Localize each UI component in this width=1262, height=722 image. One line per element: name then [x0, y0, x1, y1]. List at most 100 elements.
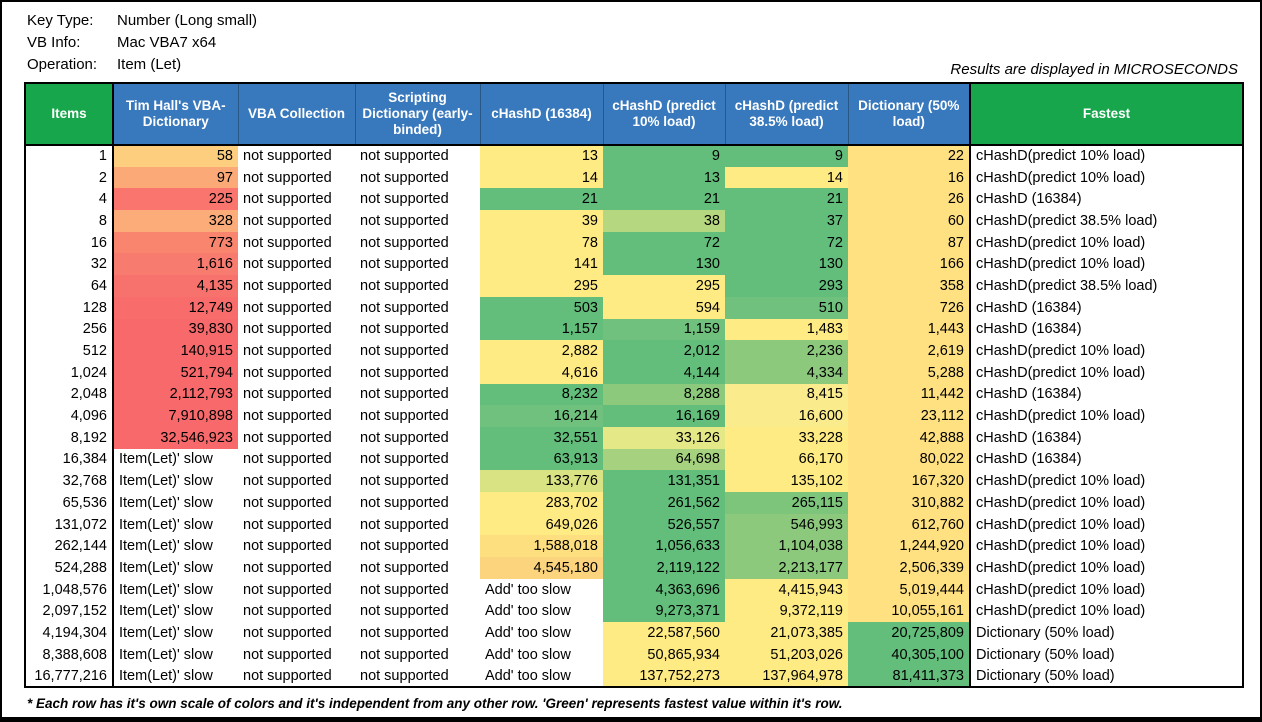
table-row: 128 12,749 not supported not supported 503 59…	[25, 296, 1243, 319]
table-row: 256 39,830 not supported not supported 1,157…	[25, 318, 1243, 341]
cell-fastest: cHashD(predict 10% load)	[969, 492, 1243, 514]
cell-tim-halls-vba-dictionary: Item(Let)' slow	[119, 473, 213, 490]
cell-chashd-16384: 1,157	[480, 318, 603, 341]
units-note: Results are displayed in MICROSECONDS	[950, 61, 1238, 78]
cell-chashd-predict-10-load: 137,752,273	[603, 665, 725, 688]
cell-items: 64	[25, 275, 114, 297]
cell-items: 4	[25, 188, 114, 211]
cell-vba-collection: not supported	[243, 624, 332, 641]
cell-tim-halls-vba-dictionary: 12,749	[113, 296, 238, 319]
cell-dictionary-50-load: 358	[848, 275, 970, 297]
cell-chashd-predict-10-load: 130	[603, 253, 725, 276]
cell-fastest: cHashD(predict 10% load)	[969, 557, 1243, 579]
cell-chashd-16384: Add' too slow	[485, 603, 571, 620]
cell-vba-collection: not supported	[243, 343, 332, 360]
cell-dictionary-50-load: 87	[848, 231, 970, 254]
cell-items: 4,194,304	[25, 622, 114, 644]
cell-tim-halls-vba-dictionary: Item(Let)' slow	[119, 603, 213, 620]
cell-fastest: cHashD(predict 10% load)	[969, 340, 1243, 362]
cell-chashd-16384: 13	[480, 145, 603, 167]
col-header-dictionary-50-load: Dictionary (50% load)	[847, 83, 970, 146]
cell-tim-halls-vba-dictionary: Item(Let)' slow	[119, 646, 213, 663]
cell-chashd-16384: Add' too slow	[485, 646, 571, 663]
cell-items: 2	[25, 166, 114, 189]
cell-fastest: cHashD (16384)	[969, 383, 1243, 406]
cell-vba-collection: not supported	[243, 646, 332, 663]
cell-tim-halls-vba-dictionary: Item(Let)' slow	[119, 559, 213, 576]
cell-scripting-dictionary-early-binded: not supported	[360, 451, 449, 468]
cell-tim-halls-vba-dictionary: Item(Let)' slow	[119, 451, 213, 468]
cell-chashd-16384: 4,545,180	[480, 557, 603, 579]
cell-dictionary-50-load: 16	[848, 166, 970, 189]
col-header-tim-halls-vba-dictionary: Tim Hall's VBA-Dictionary	[112, 83, 238, 146]
cell-chashd-16384: 503	[480, 296, 603, 319]
cell-chashd-16384: Add' too slow	[485, 581, 571, 598]
cell-dictionary-50-load: 167,320	[848, 470, 970, 492]
cell-chashd-16384: 295	[480, 275, 603, 297]
cell-scripting-dictionary-early-binded: not supported	[360, 148, 449, 165]
cell-dictionary-50-load: 80,022	[848, 448, 970, 471]
cell-dictionary-50-load: 60	[848, 210, 970, 232]
cell-vba-collection: not supported	[243, 494, 332, 511]
cell-chashd-predict-38-5-load: 37	[725, 210, 848, 232]
operation-value: Item (Let)	[117, 56, 182, 73]
col-header-scripting-dictionary-early-binded: Scripting Dictionary (early-binded)	[354, 83, 480, 146]
table-row: 512 140,915 not supported not supported 2,88…	[25, 340, 1243, 362]
cell-chashd-16384: 14	[480, 166, 603, 189]
cell-chashd-16384: 21	[480, 188, 603, 211]
cell-tim-halls-vba-dictionary: 39,830	[113, 318, 238, 341]
cell-dictionary-50-load: 166	[848, 253, 970, 276]
cell-vba-collection: not supported	[243, 667, 332, 684]
cell-chashd-predict-38-5-load: 8,415	[725, 383, 848, 406]
cell-dictionary-50-load: 42,888	[848, 426, 970, 449]
cell-items: 8,388,608	[25, 643, 114, 666]
cell-items: 1,048,576	[25, 578, 114, 601]
cell-vba-collection: not supported	[243, 299, 332, 316]
cell-scripting-dictionary-early-binded: not supported	[360, 494, 449, 511]
cell-items: 65,536	[25, 492, 114, 514]
cell-fastest: cHashD(predict 10% load)	[969, 578, 1243, 601]
cell-scripting-dictionary-early-binded: not supported	[360, 516, 449, 533]
cell-vba-collection: not supported	[243, 234, 332, 251]
cell-chashd-predict-10-load: 295	[603, 275, 725, 297]
cell-chashd-predict-10-load: 33,126	[603, 426, 725, 449]
cell-vba-collection: not supported	[243, 277, 332, 294]
cell-items: 128	[25, 296, 114, 319]
cell-chashd-predict-10-load: 50,865,934	[603, 643, 725, 666]
cell-chashd-16384: Add' too slow	[485, 624, 571, 641]
cell-chashd-predict-38-5-load: 546,993	[725, 513, 848, 536]
col-header-chashd-16384: cHashD (16384)	[479, 83, 603, 146]
cell-dictionary-50-load: 40,305,100	[848, 643, 970, 666]
cell-chashd-predict-38-5-load: 16,600	[725, 405, 848, 427]
cell-scripting-dictionary-early-binded: not supported	[360, 667, 449, 684]
table-row: 2 97 not supported not supported 14 13 14 16 cHa…	[25, 166, 1243, 189]
cell-chashd-predict-10-load: 1,159	[603, 318, 725, 341]
cell-chashd-16384: 2,882	[480, 340, 603, 362]
cell-chashd-predict-38-5-load: 1,483	[725, 318, 848, 341]
cell-fastest: cHashD(predict 10% load)	[969, 535, 1243, 558]
col-header-chashd-predict-38-5-load: cHashD (predict 38.5% load)	[724, 83, 848, 146]
operation-label: Operation:	[27, 56, 98, 73]
cell-chashd-predict-10-load: 72	[603, 231, 725, 254]
cell-vba-collection: not supported	[243, 538, 332, 555]
cell-chashd-predict-10-load: 9,273,371	[603, 600, 725, 623]
cell-items: 2,097,152	[25, 600, 114, 623]
cell-vba-collection: not supported	[243, 321, 332, 338]
meta-block: Key Type: Number (Long small) VB Info: Mac…	[27, 10, 257, 76]
cell-fastest: cHashD(predict 10% load)	[969, 145, 1243, 167]
cell-chashd-predict-38-5-load: 1,104,038	[725, 535, 848, 558]
cell-vba-collection: not supported	[243, 212, 332, 229]
table-row: 524,288 Item(Let)' slow not supported not s…	[25, 557, 1243, 579]
vb-info-row: VB Info: Mac VBA7 x64	[27, 32, 257, 54]
cell-dictionary-50-load: 20,725,809	[848, 622, 970, 644]
header-row: Items Tim Hall's VBA-Dictionary VBA Collec…	[25, 83, 1243, 146]
cell-items: 524,288	[25, 557, 114, 579]
cell-vba-collection: not supported	[243, 516, 332, 533]
cell-tim-halls-vba-dictionary: Item(Let)' slow	[119, 494, 213, 511]
cell-dictionary-50-load: 612,760	[848, 513, 970, 536]
cell-dictionary-50-load: 726	[848, 296, 970, 319]
cell-fastest: cHashD(predict 10% load)	[969, 361, 1243, 384]
cell-tim-halls-vba-dictionary: 1,616	[113, 253, 238, 276]
cell-chashd-predict-38-5-load: 265,115	[725, 492, 848, 514]
